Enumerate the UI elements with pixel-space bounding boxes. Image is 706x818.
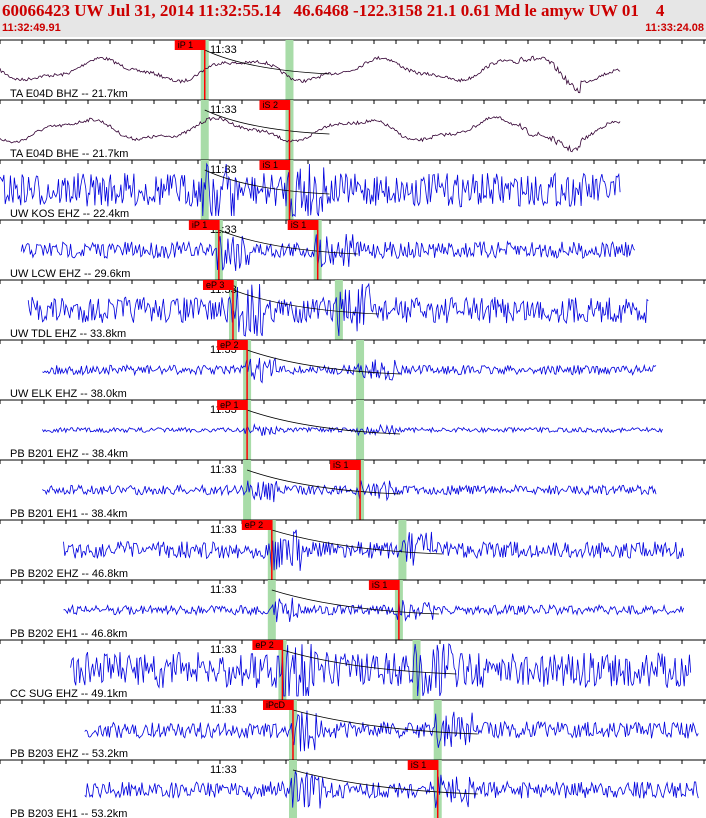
- s-pick-label: iS 1: [291, 220, 307, 230]
- minute-label: 11:33: [210, 44, 237, 56]
- p-pick-label: eP 2: [220, 340, 238, 350]
- waveform-trace: [42, 480, 657, 503]
- waveform-trace: [0, 55, 621, 94]
- seismogram-panel: 11:33 iP 1 TA E04D BHZ -- 21.7km 11:33 iS 2 T…: [0, 39, 706, 818]
- p-window: [200, 160, 209, 220]
- s-window: [334, 280, 343, 340]
- event-header: 60066423 UW Jul 31, 2014 11:32:55.14 46.…: [0, 0, 706, 37]
- station-label: PB B203 EHZ -- 53.2km: [10, 748, 128, 760]
- minute-label: 11:33: [210, 164, 237, 176]
- waveform-trace: [42, 423, 663, 437]
- station-label: TA E04D BHZ -- 21.7km: [10, 88, 128, 100]
- minute-label: 11:33: [210, 584, 237, 596]
- station-label: PB B201 EHZ -- 38.4km: [10, 448, 128, 460]
- s-pick-label: iS 1: [372, 580, 388, 590]
- station-label: UW TDL EHZ -- 33.8km: [10, 328, 126, 340]
- travel-time-curve: [292, 769, 478, 795]
- waveform-trace: [70, 643, 692, 697]
- station-label: TA E04D BHE -- 21.7km: [10, 148, 128, 160]
- minute-label: 11:33: [210, 704, 237, 716]
- travel-time-curve: [218, 229, 358, 255]
- station-label: PB B203 EH1 -- 53.2km: [10, 808, 127, 818]
- s-pick-flag[interactable]: [287, 220, 318, 230]
- waveform-trace: [42, 357, 657, 384]
- p-window: [243, 460, 252, 520]
- s-window: [398, 520, 407, 580]
- travel-time-curve: [292, 709, 478, 735]
- s-window: [433, 700, 442, 760]
- s-pick-flag[interactable]: [330, 460, 361, 470]
- minute-label: 11:33: [210, 764, 237, 776]
- station-label: UW KOS EHZ -- 22.4km: [10, 208, 129, 220]
- p-pick-label: eP 1: [220, 400, 238, 410]
- s-pick-flag[interactable]: [368, 580, 399, 590]
- time-end-label: 11:33:24.08: [645, 22, 704, 34]
- p-pick-flag[interactable]: [217, 340, 248, 350]
- s-window: [285, 40, 294, 100]
- station-label: UW ELK EHZ -- 38.0km: [10, 388, 127, 400]
- minute-label: 11:33: [210, 644, 237, 656]
- waveform-trace: [20, 233, 636, 272]
- event-title: 60066423 UW Jul 31, 2014 11:32:55.14 46.…: [2, 1, 665, 20]
- s-pick-flag[interactable]: [259, 100, 290, 110]
- waveform-trace: [84, 770, 699, 809]
- travel-time-curve: [246, 349, 401, 375]
- p-pick-flag[interactable]: [241, 520, 272, 530]
- p-pick-flag[interactable]: [217, 400, 248, 410]
- p-window: [267, 580, 276, 640]
- minute-label: 11:33: [210, 524, 237, 536]
- p-pick-label: iP 1: [178, 40, 193, 50]
- s-pick-label: iS 1: [411, 760, 427, 770]
- station-label: PB B201 EH1 -- 38.4km: [10, 508, 127, 520]
- waveform-trace: [63, 597, 684, 623]
- s-pick-flag[interactable]: [407, 760, 438, 770]
- waveform-trace: [63, 529, 684, 571]
- station-label: UW LCW EHZ -- 29.6km: [10, 268, 130, 280]
- travel-time-curve: [246, 469, 401, 495]
- waveform-trace: [27, 282, 649, 337]
- s-pick-label: iS 2: [262, 100, 278, 110]
- p-pick-label: eP 2: [255, 640, 273, 650]
- travel-time-curve: [204, 169, 330, 195]
- travel-time-curve: [232, 289, 379, 315]
- station-label: PB B202 EH1 -- 46.8km: [10, 628, 127, 640]
- travel-time-curve: [204, 109, 330, 135]
- p-window: [200, 100, 209, 160]
- station-label: PB B202 EHZ -- 46.8km: [10, 568, 128, 580]
- minute-label: 11:33: [210, 464, 237, 476]
- p-window: [288, 760, 297, 818]
- waveform-trace: [0, 116, 621, 153]
- s-pick-label: iS 1: [333, 460, 349, 470]
- p-pick-flag[interactable]: [202, 280, 233, 290]
- travel-time-curve: [282, 649, 457, 675]
- station-label: CC SUG EHZ -- 49.1km: [10, 688, 127, 700]
- time-start-label: 11:32:49.91: [2, 22, 61, 34]
- travel-time-curve: [271, 529, 443, 555]
- waveform-trace: [0, 162, 621, 217]
- p-pick-label: eP 3: [206, 280, 224, 290]
- p-pick-flag[interactable]: [188, 220, 219, 230]
- minute-label: 11:33: [210, 104, 237, 116]
- travel-time-curve: [204, 49, 330, 75]
- p-pick-label: eP 2: [245, 520, 263, 530]
- p-pick-label: iPcD: [266, 700, 286, 710]
- travel-time-curve: [271, 589, 439, 615]
- p-pick-flag[interactable]: [262, 700, 293, 710]
- travel-time-curve: [246, 409, 401, 435]
- s-pick-flag[interactable]: [259, 160, 290, 170]
- s-pick-label: iS 1: [262, 160, 278, 170]
- waveform-trace: [84, 710, 699, 752]
- p-pick-label: iP 1: [192, 220, 207, 230]
- p-pick-flag[interactable]: [174, 40, 205, 50]
- p-pick-flag[interactable]: [252, 640, 283, 650]
